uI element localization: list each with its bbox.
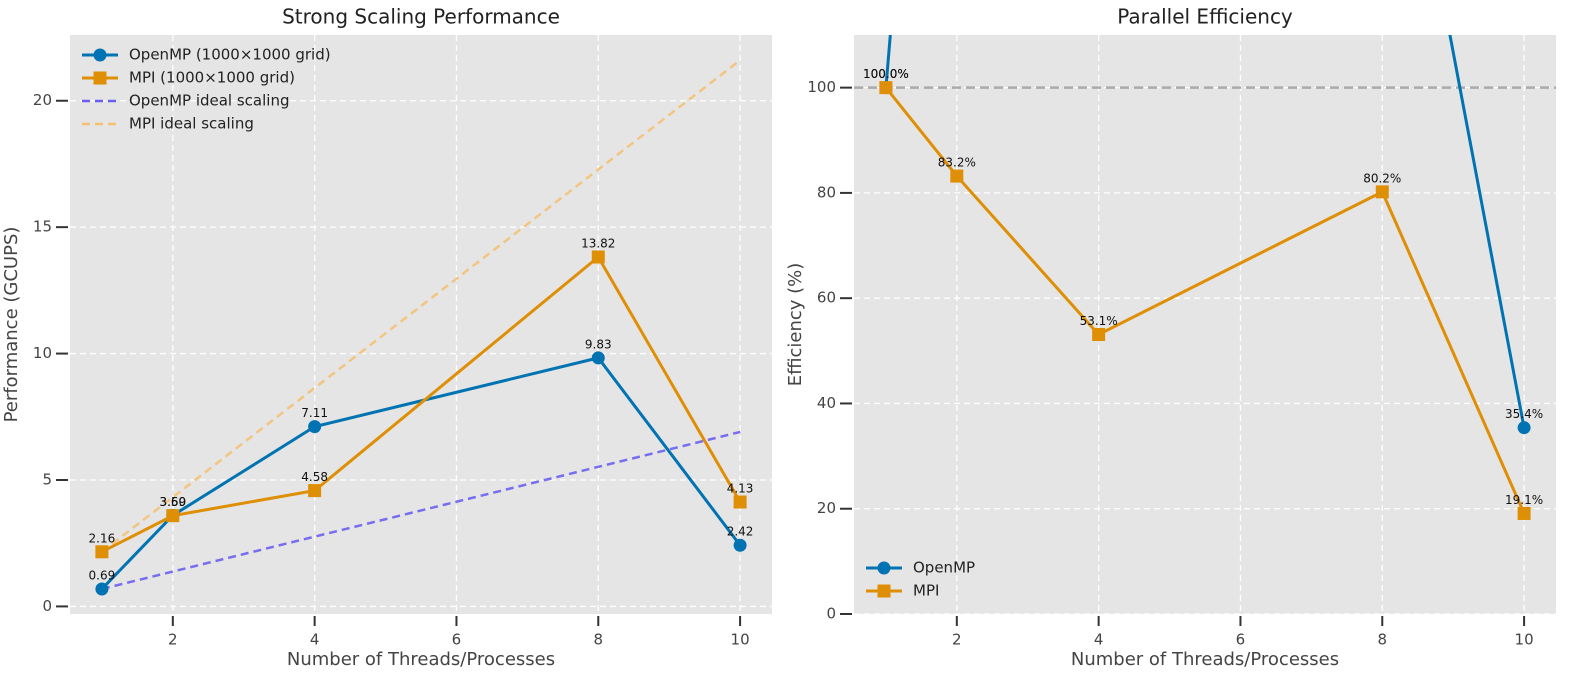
y-tick-label: 15: [33, 218, 52, 236]
data-point: [950, 169, 964, 183]
data-point: [95, 545, 109, 559]
x-tick-label: 2: [168, 631, 178, 649]
data-point: [1517, 506, 1531, 520]
y-tick-label: 0: [826, 605, 836, 623]
data-label: 35.4%: [1505, 407, 1543, 421]
data-point: [95, 582, 109, 596]
data-label: 83.2%: [938, 156, 976, 170]
y-tick-label: 20: [33, 91, 52, 109]
data-label: 2.42: [727, 525, 754, 539]
data-point: [733, 495, 747, 509]
x-tick-label: 6: [1236, 631, 1246, 649]
y-axis-label: Efficiency (%): [785, 263, 806, 387]
plot-content: [854, 35, 1556, 520]
data-point: [308, 484, 322, 498]
x-tick-label: 8: [1377, 631, 1387, 649]
data-point: [166, 509, 180, 523]
legend-label: OpenMP: [913, 559, 975, 577]
data-label: 2.16: [89, 531, 116, 545]
plot-content: [95, 59, 747, 596]
data-label: 4.13: [727, 481, 754, 495]
data-label: 53.1%: [1080, 314, 1118, 328]
data-point: [1517, 421, 1531, 435]
data-point: [591, 250, 605, 264]
data-point: [308, 420, 322, 434]
data-label: 100.0%: [863, 67, 909, 81]
data-point: [1092, 328, 1106, 342]
x-tick-label: 10: [731, 631, 750, 649]
legend-marker: [877, 584, 891, 598]
x-tick-label: 8: [593, 631, 603, 649]
data-label: 80.2%: [1363, 171, 1401, 185]
plot-area: [70, 35, 772, 614]
data-label: 3.60: [159, 495, 186, 509]
legend-label: MPI ideal scaling: [129, 115, 254, 133]
x-tick-label: 6: [452, 631, 462, 649]
x-tick-label: 4: [1094, 631, 1104, 649]
y-axis-label: Performance (GCUPS): [1, 227, 22, 423]
y-tick-label: 100: [807, 78, 836, 96]
data-label: 100.0%: [863, 67, 909, 81]
x-axis-label: Number of Threads/Processes: [1071, 649, 1339, 670]
y-tick-label: 80: [817, 183, 836, 201]
x-tick-label: 4: [310, 631, 320, 649]
data-point: [733, 538, 747, 552]
data-label: 3.59: [159, 495, 186, 509]
y-tick-label: 5: [42, 470, 52, 488]
legend-label: OpenMP (1000×1000 grid): [129, 46, 331, 64]
y-tick-label: 60: [817, 289, 836, 307]
legend-label: OpenMP ideal scaling: [129, 92, 289, 110]
x-tick-label: 2: [952, 631, 962, 649]
y-tick-label: 0: [42, 597, 52, 615]
legend-marker: [93, 71, 107, 85]
data-point: [1375, 185, 1389, 199]
ideal-line: [101, 59, 741, 553]
data-point: [879, 81, 893, 95]
plot-area: [854, 35, 1556, 614]
chart-title: Strong Scaling Performance: [282, 5, 560, 29]
data-point: [591, 351, 605, 365]
data-label: 0.69: [89, 568, 116, 582]
y-tick-label: 40: [817, 394, 836, 412]
data-label: 13.82: [581, 236, 615, 250]
x-tick-label: 10: [1515, 631, 1534, 649]
data-label: 4.58: [301, 470, 328, 484]
chart-title: Parallel Efficiency: [1117, 5, 1293, 29]
legend-label: MPI: [913, 582, 939, 600]
y-tick-label: 10: [33, 344, 52, 362]
legend-marker: [93, 48, 107, 62]
ideal-line: [101, 430, 741, 591]
x-axis-label: Number of Threads/Processes: [287, 649, 555, 670]
legend-marker: [877, 561, 891, 575]
data-label: 7.11: [301, 406, 328, 420]
data-label: 19.1%: [1505, 493, 1543, 507]
legend-label: MPI (1000×1000 grid): [129, 69, 295, 87]
y-tick-label: 20: [817, 499, 836, 517]
data-label: 9.83: [585, 337, 612, 351]
